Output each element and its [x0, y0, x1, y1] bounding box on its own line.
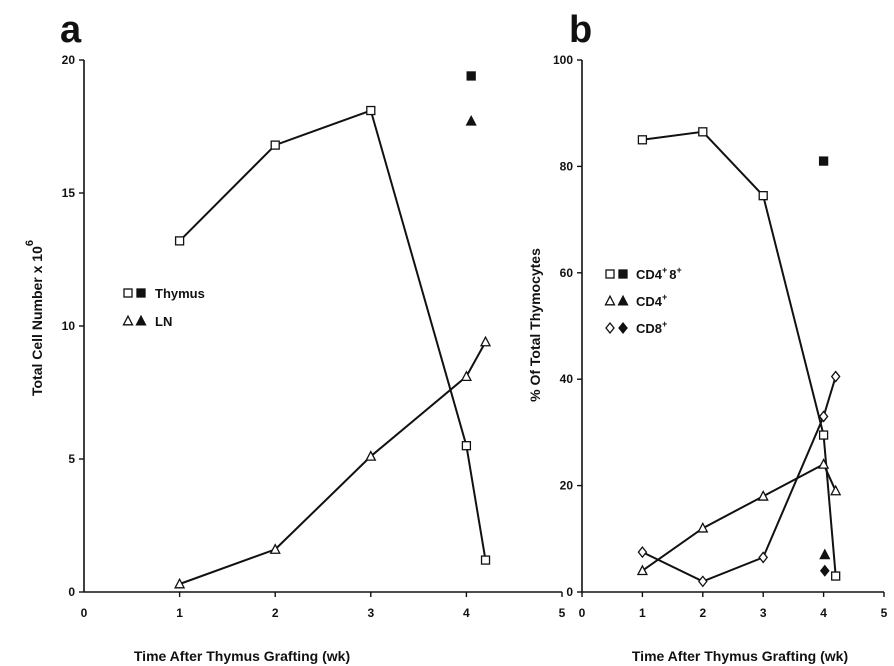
legend-filled-triangle-marker [135, 314, 147, 326]
svg-text:Total Cell Number x 106: Total Cell Number x 106 [24, 240, 45, 396]
legend-open-diamond-marker [605, 321, 615, 335]
panel-a-x-tick-label: 4 [463, 606, 470, 620]
panel-b-y-tick-label: 0 [566, 585, 573, 599]
panel-b-x-tick-label: 3 [760, 606, 767, 620]
panel-b-cd48-open-point [831, 571, 841, 581]
panel-b-cd4-open-point [636, 564, 648, 576]
panel-a-y-axis-title: Total Cell Number x 10 [29, 246, 45, 396]
panel-b-cd4-open-point [697, 521, 709, 533]
legend-open-square-marker [605, 269, 615, 279]
panel-b-y-tick-label: 80 [560, 159, 574, 173]
panel-a-thymus-filled-point [466, 71, 476, 81]
legend-open-square-marker [123, 288, 133, 298]
panel-a: a Total Cell Number x 106 Time After Thy… [24, 9, 566, 664]
panel-b-x-tick-label: 0 [579, 606, 586, 620]
panel-b: b % Of Total Thymocytes Time After Thymu… [527, 9, 888, 664]
panel-b-cd48-open-point [818, 430, 829, 440]
legend-label: CD4+ [636, 292, 667, 309]
legend-label: CD4+ 8+ [636, 265, 682, 282]
panel-b-x-tick-label: 5 [881, 606, 888, 620]
panel-a-letter: a [60, 9, 82, 51]
panel-a-y-axis-label: Total Cell Number x 106 [24, 240, 45, 396]
panel-a-x-axis-title: Time After Thymus Grafting (wk) [134, 648, 350, 664]
panel-a-x-tick-label: 0 [81, 606, 88, 620]
panel-a-ln-open-point [479, 335, 492, 347]
panel-b-cd48-open-point [698, 127, 708, 137]
legend-label: Thymus [155, 286, 205, 301]
panel-b-letter: b [569, 9, 592, 51]
legend-open-triangle-marker [122, 314, 134, 326]
legend-filled-square-marker [618, 269, 628, 279]
panel-b-cd4-open-point [830, 484, 842, 496]
legend-filled-diamond-marker [618, 321, 628, 335]
panel-a-y-tick-label: 10 [62, 319, 76, 333]
legend-filled-square-marker [136, 288, 146, 298]
panel-b-y-tick-label: 20 [560, 479, 574, 493]
panel-b-cd8-open-point [697, 575, 708, 588]
panel-a-ln-open-point [365, 450, 377, 461]
panel-b-x-axis-title: Time After Thymus Grafting (wk) [632, 648, 848, 664]
panel-a-x-tick-label: 2 [272, 606, 279, 620]
panel-b-x-tick-label: 1 [639, 606, 646, 620]
panel-b-y-axis-label: % Of Total Thymocytes [527, 248, 543, 402]
panel-b-cd4-filled-point [819, 548, 831, 560]
legend-open-triangle-marker [604, 294, 616, 306]
panel-b-cd48-open-point [758, 191, 768, 201]
panel-b-cd8-open-point [830, 370, 841, 383]
panel-a-legend: Thymus LN [122, 286, 205, 329]
panel-a-x-tick-label: 1 [176, 606, 183, 620]
panel-a-y-tick-label: 15 [62, 186, 76, 200]
panel-a-ln-open-line [179, 341, 487, 585]
panel-b-cd4-open-point [818, 458, 830, 469]
panel-b-legend: CD4+ 8+ CD4+ CD8+ [604, 265, 682, 336]
panel-a-thymus-open-point [480, 555, 491, 565]
panel-a-ln-open-point [174, 577, 186, 589]
panel-b-cd8-open-point [818, 410, 829, 423]
panel-a-thymus-open-point [270, 140, 280, 150]
panel-b-y-axis-title: % Of Total Thymocytes [527, 248, 543, 402]
panel-b-x-tick-label: 2 [699, 606, 706, 620]
panel-a-thymus-open-point [366, 105, 376, 116]
panel-b-cd48-filled-point [818, 156, 829, 166]
legend-label: CD8+ [636, 319, 667, 336]
panel-a-ln-open-point [460, 370, 472, 381]
panel-a-y-tick-label: 5 [68, 452, 75, 466]
panel-b-cd8-filled-point [819, 564, 830, 577]
panel-b-cd8-open-point [758, 551, 769, 564]
panel-b-y-tick-label: 100 [553, 53, 573, 67]
panel-b-x-tick-label: 4 [820, 606, 827, 620]
legend-label: LN [155, 314, 172, 329]
panel-a-ln-open-point [269, 543, 281, 554]
panel-b-cd48-open-point [637, 135, 648, 145]
panel-b-y-tick-label: 40 [560, 372, 574, 386]
panel-a-y-axis-exponent: 6 [24, 240, 36, 246]
panel-b-y-tick-label: 60 [560, 266, 574, 280]
panel-a-thymus-open-point [174, 236, 185, 246]
legend-filled-triangle-marker [617, 294, 629, 306]
panel-a-x-tick-label: 5 [559, 606, 566, 620]
panel-a-y-tick-label: 0 [68, 585, 75, 599]
panel-a-y-tick-label: 20 [62, 53, 76, 67]
panel-a-ln-filled-point [465, 114, 477, 126]
panel-b-cd4-open-line [641, 462, 837, 572]
panel-b-cd8-open-point [637, 546, 648, 559]
panel-a-thymus-open-point [461, 441, 472, 451]
panel-a-x-tick-label: 3 [367, 606, 374, 620]
panel-b-cd4-open-point [757, 490, 769, 501]
